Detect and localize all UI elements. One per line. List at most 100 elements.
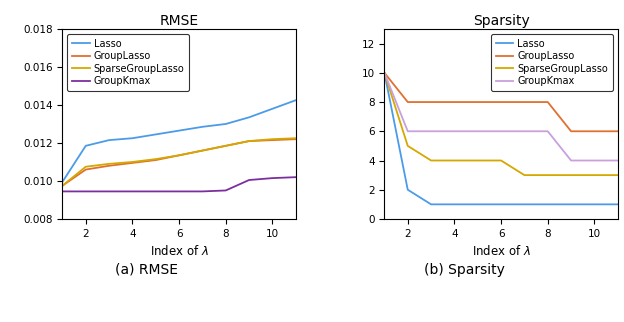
Lasso: [591, 203, 598, 206]
Title: Sparsity: Sparsity: [473, 14, 529, 28]
SparseGroupLasso: [451, 158, 458, 162]
GroupKmax: [520, 129, 528, 133]
X-axis label: Index of $\lambda$: Index of $\lambda$: [472, 244, 530, 258]
SparseGroupLasso: [614, 173, 622, 177]
GroupLasso: [82, 168, 89, 172]
Line: Lasso: Lasso: [384, 73, 618, 204]
GroupKmax: [292, 175, 300, 179]
Text: (a) RMSE: (a) RMSE: [115, 263, 178, 277]
SparseGroupLasso: [381, 71, 388, 75]
Line: SparseGroupLasso: SparseGroupLasso: [384, 73, 618, 175]
Lasso: [82, 144, 89, 148]
Lasso: [381, 71, 388, 75]
GroupKmax: [381, 71, 388, 75]
GroupLasso: [129, 161, 136, 165]
GroupLasso: [381, 71, 388, 75]
Lasso: [105, 138, 113, 142]
GroupLasso: [404, 100, 411, 104]
Text: (b) Sparsity: (b) Sparsity: [424, 263, 505, 277]
Lasso: [474, 203, 482, 206]
SparseGroupLasso: [292, 136, 300, 140]
Line: GroupLasso: GroupLasso: [62, 139, 296, 186]
SparseGroupLasso: [269, 137, 276, 141]
Lasso: [59, 180, 66, 184]
GroupKmax: [544, 129, 552, 133]
GroupLasso: [497, 100, 505, 104]
GroupLasso: [451, 100, 458, 104]
Legend: Lasso, GroupLasso, SparseGroupLasso, GroupKmax: Lasso, GroupLasso, SparseGroupLasso, Gro…: [67, 34, 189, 91]
GroupLasso: [105, 164, 113, 168]
GroupLasso: [567, 129, 575, 133]
Lasso: [269, 107, 276, 111]
GroupLasso: [245, 139, 253, 143]
Lasso: [614, 203, 622, 206]
GroupKmax: [427, 129, 435, 133]
GroupKmax: [152, 189, 160, 193]
Lasso: [567, 203, 575, 206]
Line: GroupKmax: GroupKmax: [384, 73, 618, 160]
GroupKmax: [269, 176, 276, 180]
SparseGroupLasso: [245, 139, 253, 143]
GroupKmax: [404, 129, 411, 133]
SparseGroupLasso: [222, 144, 230, 148]
Lasso: [427, 203, 435, 206]
GroupKmax: [82, 189, 89, 193]
GroupLasso: [222, 144, 230, 148]
SparseGroupLasso: [474, 158, 482, 162]
SparseGroupLasso: [175, 153, 183, 157]
GroupKmax: [614, 158, 622, 162]
GroupKmax: [474, 129, 482, 133]
GroupLasso: [520, 100, 528, 104]
GroupLasso: [198, 149, 206, 153]
GroupLasso: [591, 129, 598, 133]
GroupKmax: [129, 189, 136, 193]
SparseGroupLasso: [105, 162, 113, 166]
SparseGroupLasso: [497, 158, 505, 162]
SparseGroupLasso: [427, 158, 435, 162]
SparseGroupLasso: [544, 173, 552, 177]
GroupKmax: [105, 189, 113, 193]
GroupKmax: [59, 189, 66, 193]
GroupKmax: [198, 189, 206, 193]
X-axis label: Index of $\lambda$: Index of $\lambda$: [150, 244, 208, 258]
Lasso: [175, 129, 183, 133]
SparseGroupLasso: [82, 165, 89, 169]
Lasso: [292, 98, 300, 102]
Lasso: [544, 203, 552, 206]
Lasso: [198, 125, 206, 129]
GroupKmax: [245, 178, 253, 182]
Lasso: [497, 203, 505, 206]
Lasso: [451, 203, 458, 206]
Lasso: [404, 188, 411, 192]
SparseGroupLasso: [152, 157, 160, 161]
SparseGroupLasso: [198, 149, 206, 153]
GroupKmax: [567, 158, 575, 162]
GroupLasso: [474, 100, 482, 104]
SparseGroupLasso: [404, 144, 411, 148]
Lasso: [152, 132, 160, 136]
GroupKmax: [222, 189, 230, 193]
Legend: Lasso, GroupLasso, SparseGroupLasso, GroupKmax: Lasso, GroupLasso, SparseGroupLasso, Gro…: [491, 34, 613, 91]
GroupLasso: [544, 100, 552, 104]
GroupKmax: [591, 158, 598, 162]
Line: GroupLasso: GroupLasso: [384, 73, 618, 131]
Lasso: [245, 115, 253, 119]
Lasso: [520, 203, 528, 206]
GroupKmax: [451, 129, 458, 133]
Line: GroupKmax: GroupKmax: [62, 177, 296, 191]
GroupKmax: [175, 189, 183, 193]
GroupLasso: [614, 129, 622, 133]
GroupLasso: [175, 153, 183, 157]
SparseGroupLasso: [567, 173, 575, 177]
SparseGroupLasso: [520, 173, 528, 177]
SparseGroupLasso: [591, 173, 598, 177]
GroupLasso: [269, 138, 276, 142]
GroupLasso: [427, 100, 435, 104]
Line: SparseGroupLasso: SparseGroupLasso: [62, 138, 296, 186]
Title: RMSE: RMSE: [160, 14, 198, 28]
GroupLasso: [59, 184, 66, 188]
GroupLasso: [152, 158, 160, 162]
GroupLasso: [292, 137, 300, 141]
SparseGroupLasso: [129, 160, 136, 164]
Lasso: [129, 136, 136, 140]
